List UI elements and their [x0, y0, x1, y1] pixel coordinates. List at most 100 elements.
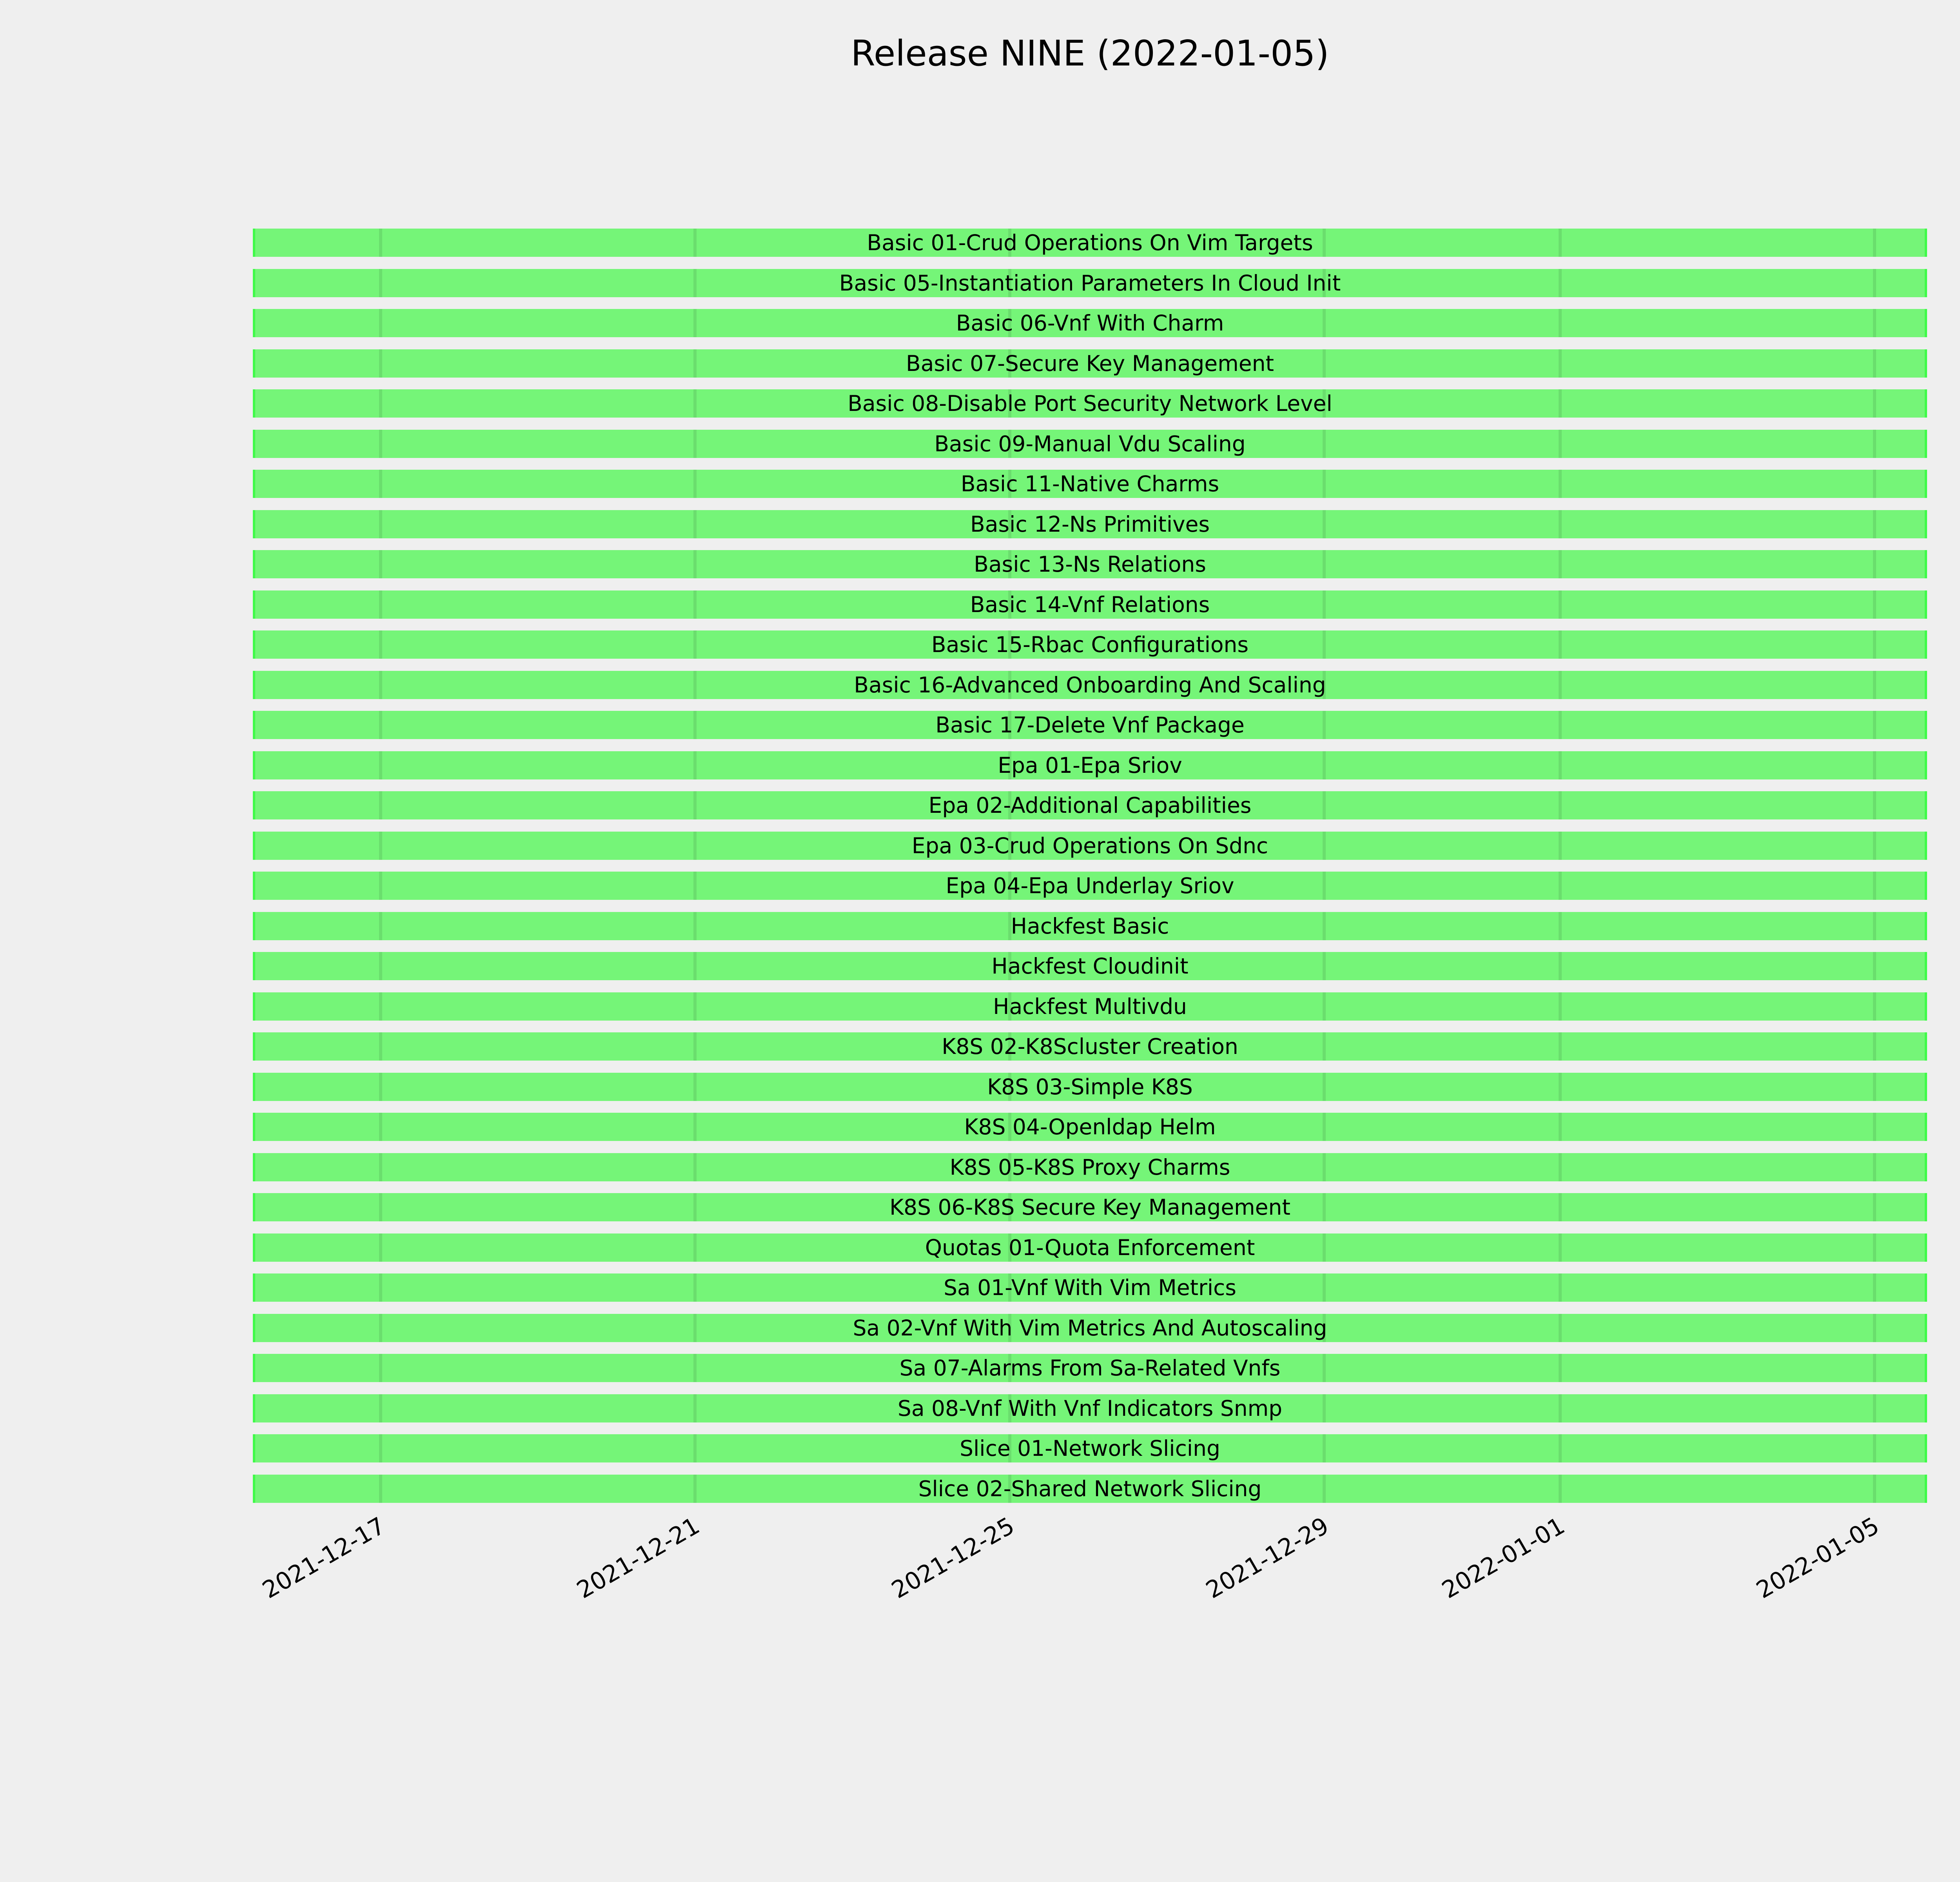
gridline	[1559, 912, 1562, 940]
gridline	[379, 1434, 382, 1462]
gridline	[1008, 349, 1011, 378]
gridline	[1559, 1113, 1562, 1141]
gridline	[379, 1475, 382, 1503]
gantt-bar-label: Basic 17-Delete Vnf Package	[935, 712, 1245, 738]
chart-title: Release NINE (2022-01-05)	[851, 33, 1329, 74]
gantt-bar: K8S 03-Simple K8S	[253, 1073, 1927, 1101]
gridline	[1008, 309, 1011, 337]
gridline	[379, 269, 382, 297]
gridline	[1873, 1193, 1876, 1221]
gridline	[1559, 1032, 1562, 1061]
gridline	[1873, 1314, 1876, 1342]
gantt-bar: Basic 05-Instantiation Parameters In Clo…	[253, 269, 1927, 297]
x-tick-label: 2021-12-25	[887, 1512, 1019, 1604]
gantt-bar: Sa 01-Vnf With Vim Metrics	[253, 1273, 1927, 1302]
gantt-bar: Basic 14-Vnf Relations	[253, 590, 1927, 619]
gridline	[1559, 1073, 1562, 1101]
gridline	[1323, 751, 1326, 779]
gridline	[1008, 671, 1011, 699]
gridline	[693, 671, 697, 699]
gridline	[1323, 872, 1326, 900]
gridline	[1873, 1354, 1876, 1382]
gridline	[1323, 1273, 1326, 1302]
gridline	[1873, 550, 1876, 578]
gantt-bar-label: K8S 05-K8S Proxy Charms	[949, 1154, 1230, 1180]
gridline	[693, 1032, 697, 1061]
gridline	[1008, 510, 1011, 538]
gridline	[1323, 1475, 1326, 1503]
gridline	[1873, 229, 1876, 257]
gridline	[1008, 791, 1011, 819]
gridline	[379, 1073, 382, 1101]
gridline	[693, 229, 697, 257]
gantt-bar-label: K8S 06-K8S Secure Key Management	[889, 1194, 1290, 1220]
gridline	[379, 751, 382, 779]
gantt-bar: Basic 16-Advanced Onboarding And Scaling	[253, 671, 1927, 699]
gantt-bar-label: Basic 08-Disable Port Security Network L…	[848, 391, 1332, 416]
gridline	[379, 309, 382, 337]
gantt-bar: Quotas 01-Quota Enforcement	[253, 1233, 1927, 1262]
gridline	[1008, 992, 1011, 1021]
gantt-bar-label: Slice 02-Shared Network Slicing	[918, 1476, 1262, 1501]
gantt-bar-label: Basic 07-Secure Key Management	[906, 351, 1274, 376]
gantt-bar: Sa 08-Vnf With Vnf Indicators Snmp	[253, 1394, 1927, 1422]
gridline	[1559, 992, 1562, 1021]
gantt-bar: Basic 06-Vnf With Charm	[253, 309, 1927, 337]
gantt-bar-label: Epa 04-Epa Underlay Sriov	[946, 873, 1234, 898]
gridline	[1008, 1434, 1011, 1462]
gridline	[1873, 349, 1876, 378]
gantt-bar-label: Basic 13-Ns Relations	[974, 551, 1206, 577]
gantt-bar-label: Quotas 01-Quota Enforcement	[925, 1235, 1255, 1260]
gridline	[1559, 1233, 1562, 1262]
gridline	[1008, 1032, 1011, 1061]
gantt-bar: Epa 01-Epa Sriov	[253, 751, 1927, 779]
gridline	[379, 1354, 382, 1382]
gantt-bar-label: Basic 14-Vnf Relations	[970, 592, 1210, 617]
gridline	[1873, 269, 1876, 297]
gridline	[1008, 832, 1011, 860]
gridline	[1873, 1475, 1876, 1503]
gantt-bar: Slice 02-Shared Network Slicing	[253, 1475, 1927, 1503]
gridline	[1873, 1233, 1876, 1262]
gridline	[1873, 630, 1876, 659]
gridline	[379, 1193, 382, 1221]
gridline	[1559, 510, 1562, 538]
gridline	[693, 751, 697, 779]
gantt-bar-label: Basic 12-Ns Primitives	[970, 511, 1210, 537]
gridline	[1559, 389, 1562, 418]
gantt-bar: Sa 02-Vnf With Vim Metrics And Autoscali…	[253, 1314, 1927, 1342]
x-tick-label: 2021-12-17	[258, 1512, 390, 1604]
gridline	[693, 510, 697, 538]
gridline	[1873, 711, 1876, 739]
gridline	[693, 550, 697, 578]
gridline	[693, 1475, 697, 1503]
gantt-bar: Hackfest Basic	[253, 912, 1927, 940]
gridline	[1008, 590, 1011, 619]
gridline	[1008, 269, 1011, 297]
gridline	[1323, 1193, 1326, 1221]
gantt-bar-label: Basic 06-Vnf With Charm	[956, 310, 1224, 336]
gridline	[1873, 1434, 1876, 1462]
gridline	[1323, 832, 1326, 860]
gridline	[1008, 1314, 1011, 1342]
gridline	[379, 671, 382, 699]
gridline	[1323, 630, 1326, 659]
gridline	[1559, 1153, 1562, 1181]
gridline	[693, 1434, 697, 1462]
gantt-bar: Sa 07-Alarms From Sa-Related Vnfs	[253, 1354, 1927, 1382]
gantt-bar-label: Basic 15-Rbac Configurations	[931, 632, 1249, 657]
gridline	[693, 1073, 697, 1101]
gridline	[1323, 1434, 1326, 1462]
gantt-bar-label: K8S 03-Simple K8S	[987, 1074, 1193, 1099]
gridline	[1559, 872, 1562, 900]
gantt-bar: Slice 01-Network Slicing	[253, 1434, 1927, 1462]
gantt-bar-label: K8S 02-K8Scluster Creation	[942, 1034, 1238, 1059]
gridline	[1873, 671, 1876, 699]
gridline	[1008, 470, 1011, 498]
gridline	[1323, 430, 1326, 458]
gantt-bar: Basic 17-Delete Vnf Package	[253, 711, 1927, 739]
gridline	[1873, 1394, 1876, 1422]
gantt-bar: Basic 12-Ns Primitives	[253, 510, 1927, 538]
gantt-bar-label: Epa 02-Additional Capabilities	[928, 792, 1252, 818]
gridline	[1008, 1193, 1011, 1221]
